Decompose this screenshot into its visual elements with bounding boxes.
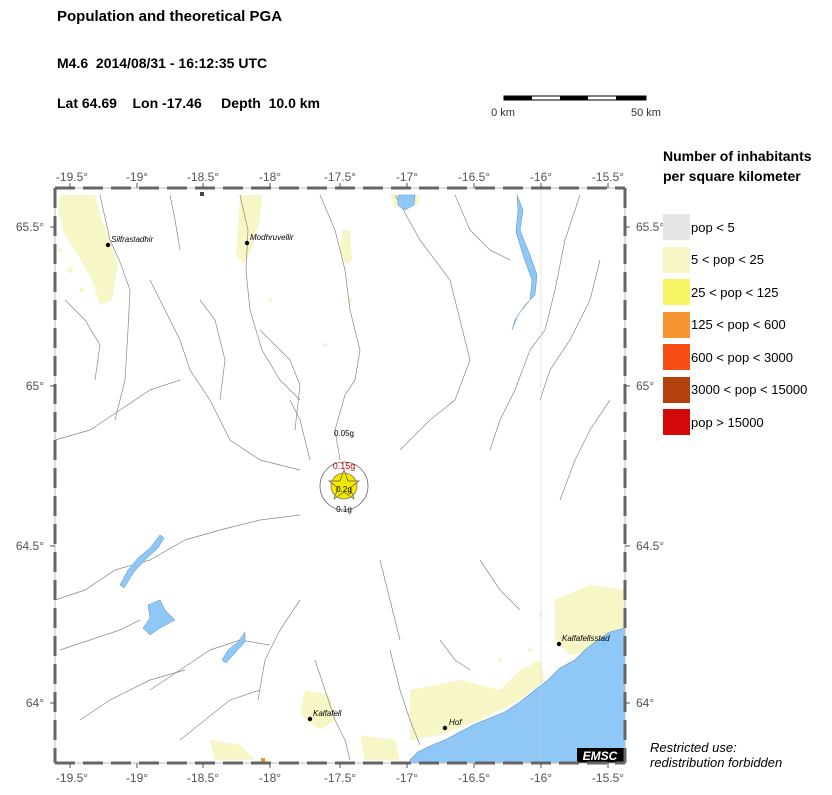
svg-text:65.5°: 65.5° [636,220,664,234]
legend-item: 3000 < pop < 15000 [663,376,808,403]
legend-swatch [663,279,690,305]
rivers [54,194,611,761]
svg-text:-18.5°: -18.5° [187,170,219,184]
pga-label-005: 0.05g [334,429,354,438]
legend-label: pop > 15000 [691,414,764,430]
restricted-line1: Restricted use: [650,740,737,755]
legend-swatch [663,376,690,403]
svg-text:-19°: -19° [126,170,148,184]
town-silfrastadhir[interactable]: Silfrastadhir [105,235,154,248]
legend-title: Number of inhabitants per square kilomet… [663,146,812,186]
svg-text:EMSC: EMSC [583,749,618,763]
svg-text:-17.5°: -17.5° [324,170,356,184]
svg-text:Hof: Hof [449,718,462,727]
restricted-line2: redistribution forbidden [650,755,783,770]
lon-labels-bottom: -19.5° -19° -18.5° -18° -17.5° -17° -16.… [56,771,624,785]
legend-item: pop > 15000 [663,409,764,435]
town-modhruvellir[interactable]: Modhruvellir [244,233,294,246]
event-info: M4.6 2014/08/31 - 16:12:35 UTC [57,55,268,71]
lat-labels-left: 65.5° 65° 64.5° 64° [16,220,44,710]
scale-bar: 0 km 50 km [491,95,661,119]
svg-text:-17°: -17° [396,170,418,184]
page-title: Population and theoretical PGA [57,8,283,25]
legend-swatch [663,246,690,273]
svg-text:-17°: -17° [396,771,418,785]
axis-ticks [50,183,630,768]
svg-text:-15.5°: -15.5° [592,771,624,785]
legend-item: pop < 5 [663,214,735,240]
svg-text:Kalfafell: Kalfafell [313,709,342,718]
legend-swatch [663,409,690,435]
ocean [409,627,626,764]
legend-title-line2: per square kilometer [663,168,801,184]
population-dot-orange [261,758,265,762]
map-marker [200,192,204,196]
legend-swatch [663,344,690,370]
emsc-logo: EMSC [577,748,624,763]
scale-end-label: 50 km [631,107,661,119]
legend-swatch [663,214,690,240]
towns: Silfrastadhir Modhruvellir Kalfafell Hof… [105,233,610,731]
legend-label: 5 < pop < 25 [691,252,765,267]
town-hof[interactable]: Hof [442,718,462,731]
legend-item: 600 < pop < 3000 [663,344,793,370]
epicenter-group[interactable]: 0.05g 0.15g 0.2g 0.1g [319,429,369,514]
svg-text:64.5°: 64.5° [636,539,664,553]
legend-label: 3000 < pop < 15000 [691,382,808,397]
location-info: Lat 64.69 Lon -17.46 Depth 10.0 km [57,95,320,111]
svg-text:-18.5°: -18.5° [187,771,219,785]
svg-text:64.5°: 64.5° [16,539,44,553]
svg-text:-19.5°: -19.5° [56,771,88,785]
legend-title-line1: Number of inhabitants [663,148,812,164]
svg-text:-18°: -18° [259,170,281,184]
town-kalfafell[interactable]: Kalfafell [307,709,342,722]
water-bodies [119,194,538,664]
pga-label-01: 0.1g [336,505,352,514]
svg-text:-16°: -16° [530,771,552,785]
lon-labels-top: -19.5° -19° -18.5° -18° -17.5° -17° -16.… [56,170,624,184]
legend-label: 600 < pop < 3000 [691,349,793,365]
svg-text:65°: 65° [636,379,654,393]
svg-text:65.5°: 65.5° [16,220,44,234]
restricted-notice: Restricted use: redistribution forbidden [650,740,782,770]
svg-text:Silfrastadhir: Silfrastadhir [111,235,154,244]
svg-text:Kalfafellsstad: Kalfafellsstad [562,634,610,643]
svg-text:-15.5°: -15.5° [592,170,624,184]
svg-text:Modhruvellir: Modhruvellir [250,233,294,242]
scale-start-label: 0 km [491,107,515,119]
svg-text:-16.5°: -16.5° [458,771,490,785]
epicenter-star-icon [327,468,361,500]
legend-swatch [663,311,690,338]
svg-text:-19°: -19° [126,771,148,785]
lat-labels-right: 65.5° 65° 64.5° 64° [636,220,664,710]
svg-text:64°: 64° [636,696,654,710]
legend-item: 25 < pop < 125 [663,279,778,305]
svg-text:64°: 64° [26,696,44,710]
legend-item: 125 < pop < 600 [663,311,786,338]
legend-label: 25 < pop < 125 [691,284,779,300]
pga-label-015: 0.15g [333,461,356,471]
svg-text:65°: 65° [26,379,44,393]
svg-text:-19.5°: -19.5° [56,170,88,184]
legend-label: 125 < pop < 600 [691,317,786,332]
legend-label: pop < 5 [691,219,735,235]
pga-label-02: 0.2g [336,485,352,494]
svg-text:-16.5°: -16.5° [458,170,490,184]
town-kalfafellsstad[interactable]: Kalfafellsstad [556,634,610,647]
svg-text:-17.5°: -17.5° [324,771,356,785]
legend-item: 5 < pop < 25 [663,246,765,273]
svg-text:-18°: -18° [259,771,281,785]
pga-contour-outer [319,461,369,511]
svg-text:-16°: -16° [530,170,552,184]
